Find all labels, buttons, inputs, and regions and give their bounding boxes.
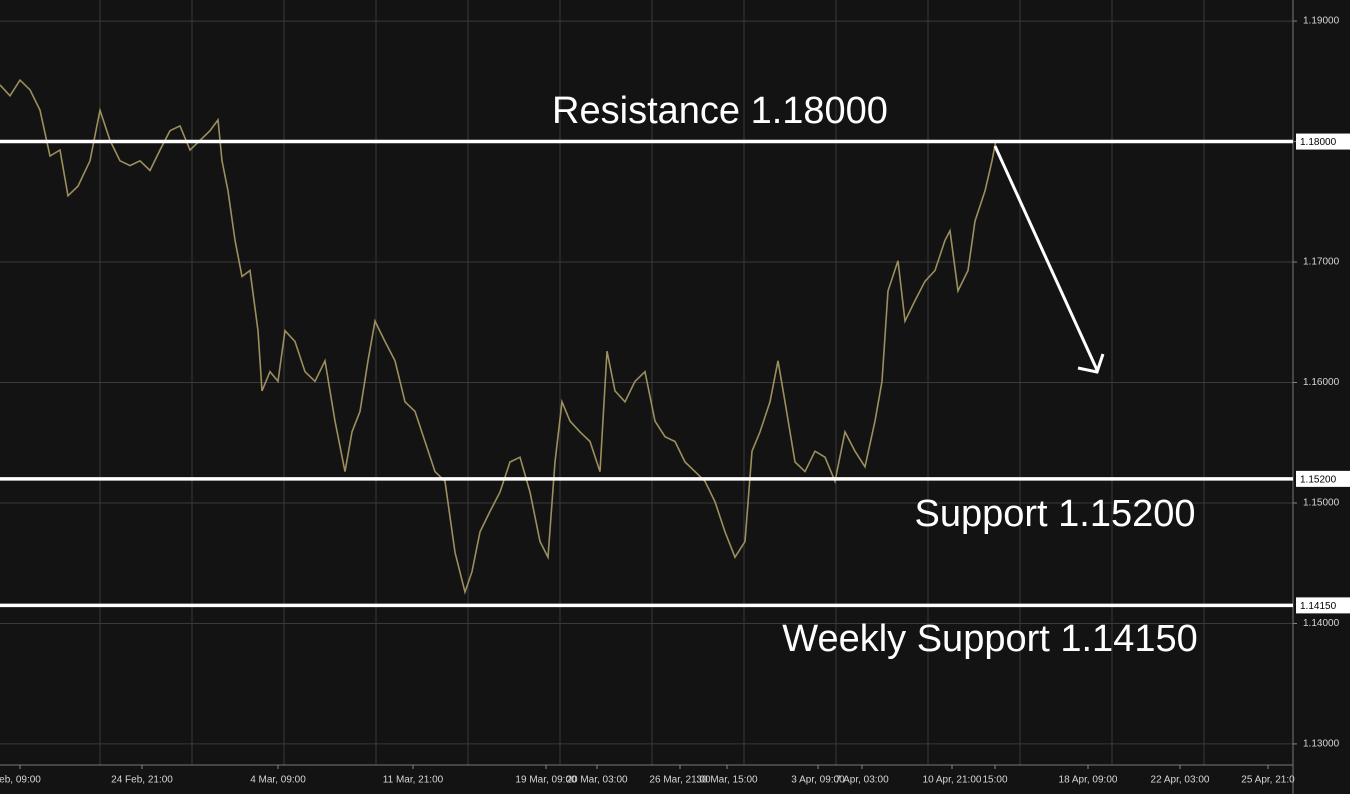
arrow-head [1077,353,1105,374]
level-annotation: Weekly Support 1.14150 [782,618,1197,660]
level-annotation: Resistance 1.18000 [552,90,888,132]
x-tick-label: 11 Mar, 21:00 [383,775,444,786]
level-label-box [1296,133,1350,150]
level-label-box [1296,470,1350,487]
x-tick-label: 25 Apr, 21:0 [1241,775,1295,786]
y-tick-label: 1.16000 [1303,377,1340,388]
level-label: 1.15200 [1300,475,1337,486]
x-tick-label: 30 Mar, 15:00 [696,775,758,786]
x-tick-label: 20 Mar, 03:00 [566,775,628,786]
x-tick-label: eb, 09:00 [0,775,41,786]
x-tick-label: 3 Apr, 09:00 [791,775,845,786]
x-tick-label: 7 Apr, 03:00 [835,775,889,786]
x-tick-label: 22 Apr, 03:00 [1151,775,1210,786]
level-label: 1.14150 [1300,601,1337,612]
y-tick-label: 1.15000 [1303,498,1340,509]
y-tick-label: 1.17000 [1303,257,1340,268]
arrow-shaft [993,145,1099,371]
price-line [0,78,997,595]
x-tick-label: 26 Mar, 21:00 [649,775,711,786]
x-tick-label: 19 Mar, 09:00 [515,775,577,786]
y-tick-label: 1.14000 [1303,618,1340,629]
level-label-box [1296,597,1350,614]
y-tick-label: 1.19000 [1303,16,1340,27]
x-tick-label: 10 Apr, 21:00 [923,775,982,786]
level-annotation: Support 1.15200 [914,493,1195,535]
level-label: 1.18000 [1300,137,1337,148]
x-tick-label: 18 Apr, 09:00 [1059,775,1118,786]
x-tick-label: 4 Mar, 09:00 [250,775,306,786]
x-tick-label: 15:00 [982,775,1007,786]
x-tick-label: 24 Feb, 21:00 [111,775,173,786]
y-tick-label: 1.13000 [1303,739,1340,750]
